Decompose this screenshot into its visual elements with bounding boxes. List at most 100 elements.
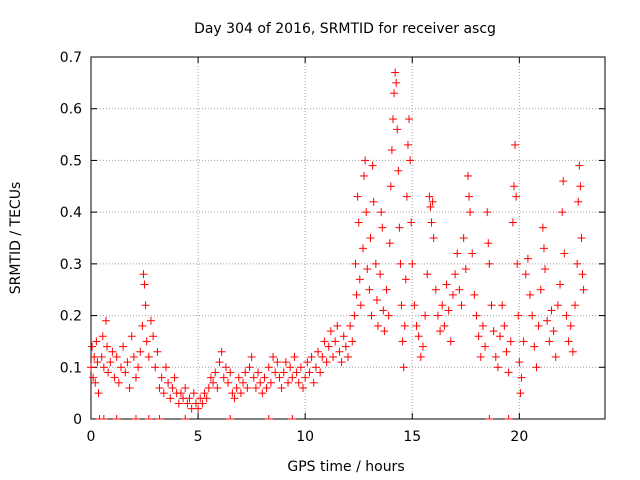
data-point (97, 352, 106, 361)
data-point (324, 342, 333, 351)
data-point (406, 156, 415, 165)
data-point (91, 378, 100, 387)
data-point (284, 378, 293, 387)
data-point (380, 327, 389, 336)
data-point (344, 352, 352, 361)
data-point (448, 290, 457, 299)
data-point (211, 368, 220, 377)
data-point (392, 78, 401, 87)
data-point (170, 373, 179, 382)
data-point (106, 358, 115, 367)
data-point (508, 218, 517, 227)
data-point (407, 218, 416, 227)
data-point (573, 259, 582, 268)
data-point (472, 311, 481, 320)
data-point (104, 368, 113, 377)
plot-frame (90, 56, 606, 420)
data-point (478, 321, 487, 330)
zero-point (504, 415, 513, 420)
data-point (157, 373, 166, 382)
data-point (209, 378, 218, 387)
y-tick-label: 0.2 (60, 309, 82, 325)
data-point (329, 352, 338, 361)
data-point (292, 368, 301, 377)
data-point (316, 368, 325, 377)
data-point (379, 306, 388, 315)
data-point (481, 342, 490, 351)
data-point (305, 368, 314, 377)
data-point (264, 363, 273, 372)
data-point (303, 358, 312, 367)
data-point (511, 140, 520, 149)
data-point (408, 259, 417, 268)
data-point (414, 332, 423, 341)
data-point (388, 115, 397, 124)
data-point (311, 363, 320, 372)
data-point (526, 290, 535, 299)
data-point (174, 399, 183, 408)
data-point (239, 378, 248, 387)
data-point (405, 115, 414, 124)
data-point (125, 383, 134, 392)
data-point (136, 347, 145, 356)
data-point (534, 321, 543, 330)
data-point (200, 389, 209, 398)
data-point (571, 301, 580, 310)
data-point (493, 363, 502, 372)
data-point (243, 383, 252, 392)
data-point (576, 182, 585, 191)
data-point (440, 321, 449, 330)
data-point (350, 311, 359, 320)
x-axis-label: GPS time / hours (287, 459, 404, 475)
data-point (266, 378, 275, 387)
data-point (198, 399, 207, 408)
data-point (363, 265, 372, 274)
data-point (517, 373, 526, 382)
data-point (418, 342, 427, 351)
data-point (249, 373, 258, 382)
axis-ticks: 0 0.1 0.2 0.3 0.4 0.5 0.6 0.7 0 5 10 15 20 (60, 50, 605, 445)
data-point (376, 270, 385, 279)
data-point (110, 373, 119, 382)
data-point (232, 383, 241, 392)
data-point (279, 368, 288, 377)
data-point (320, 337, 329, 346)
zero-point (485, 415, 494, 420)
data-point (560, 249, 569, 258)
data-point (373, 321, 382, 330)
data-points (87, 68, 588, 420)
data-point (401, 275, 410, 284)
zero-point (264, 415, 273, 420)
data-point (181, 383, 190, 392)
data-point (559, 177, 568, 186)
data-point (309, 378, 318, 387)
data-point (496, 332, 505, 341)
data-point (185, 394, 194, 403)
data-point (367, 311, 376, 320)
data-point (348, 337, 357, 346)
data-point (568, 347, 577, 356)
y-tick-label: 0.7 (60, 50, 82, 66)
data-point (466, 208, 475, 217)
data-point (394, 166, 403, 175)
data-point (455, 285, 464, 294)
data-point (397, 301, 406, 310)
data-point (429, 234, 438, 242)
data-point (351, 259, 360, 268)
data-point (245, 363, 254, 372)
data-point (371, 259, 380, 268)
grid (91, 57, 605, 419)
data-point (288, 373, 297, 382)
data-point (549, 327, 558, 336)
data-point (89, 373, 98, 382)
data-point (574, 197, 583, 206)
data-point (155, 383, 164, 392)
data-point (127, 332, 136, 341)
data-point (459, 234, 468, 242)
data-point (258, 389, 267, 398)
data-point (94, 389, 103, 398)
data-point (387, 146, 396, 155)
data-point (369, 197, 378, 206)
data-point (204, 383, 213, 392)
y-tick-label: 0.5 (60, 153, 82, 169)
